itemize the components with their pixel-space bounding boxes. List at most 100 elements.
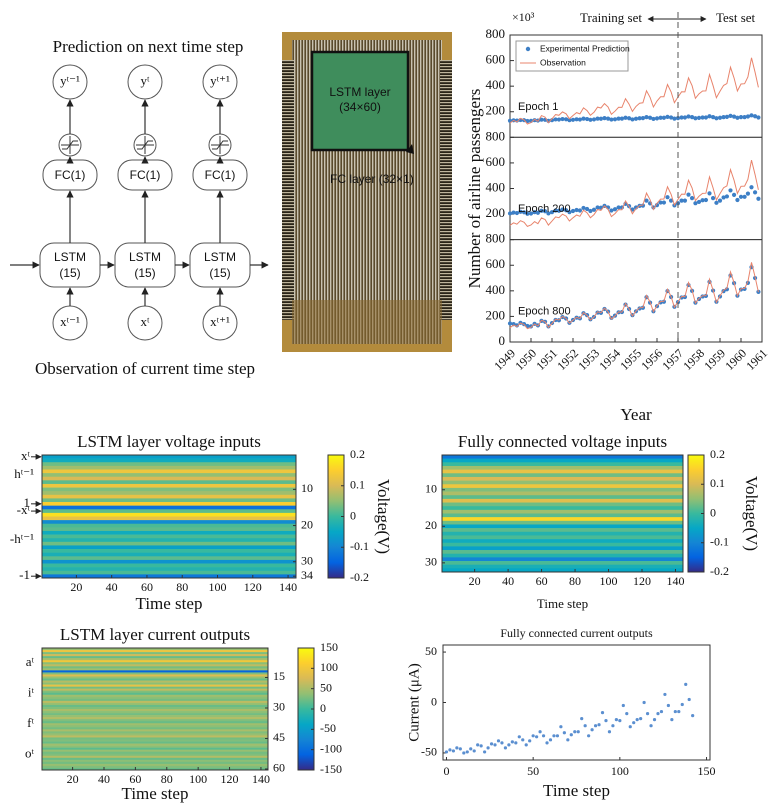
prediction-point bbox=[570, 117, 576, 122]
heatmap-row bbox=[42, 696, 268, 700]
x-tick-label: 1958 bbox=[680, 346, 707, 373]
x-tick-label: 50 bbox=[527, 764, 539, 778]
prediction-point bbox=[507, 321, 513, 326]
fc-label: FC(1) bbox=[130, 168, 161, 182]
prediction-point bbox=[539, 117, 544, 122]
heatmap-row bbox=[42, 668, 268, 671]
observation-line bbox=[509, 159, 759, 227]
prediction-point bbox=[581, 116, 586, 121]
scatter-point bbox=[611, 724, 615, 728]
scatter-point bbox=[528, 739, 532, 743]
heatmap-row bbox=[42, 709, 268, 712]
heatmap-row bbox=[42, 702, 268, 706]
prediction-point bbox=[595, 205, 600, 210]
y-tick-label: 600 bbox=[486, 52, 506, 67]
colorbar-label: Voltage(V) bbox=[742, 476, 761, 551]
lstm-size: (15) bbox=[209, 266, 230, 280]
prediction-point bbox=[556, 117, 562, 122]
heatmap-row bbox=[42, 684, 268, 687]
scatter-point bbox=[444, 750, 449, 754]
y-tick-label: 400 bbox=[486, 282, 506, 297]
heatmap-row bbox=[42, 656, 268, 659]
x-axis-label: Time step bbox=[136, 594, 203, 613]
scatter-point bbox=[448, 748, 452, 752]
prediction-point bbox=[679, 198, 684, 203]
prediction-point bbox=[630, 117, 635, 122]
heatmap-row bbox=[42, 670, 268, 673]
prediction-point bbox=[616, 116, 621, 121]
scatter-point bbox=[566, 738, 570, 742]
prediction-point bbox=[703, 115, 709, 120]
heatmap-row bbox=[42, 574, 296, 579]
input-label: xᵗ⁺¹ bbox=[210, 314, 230, 329]
heatmap-row bbox=[442, 535, 683, 540]
plot-frame bbox=[441, 454, 684, 573]
x-tick-label: 100 bbox=[209, 580, 227, 594]
prediction-point bbox=[542, 209, 548, 214]
row-label: oᵗ bbox=[25, 746, 35, 761]
heatmap-row bbox=[42, 704, 268, 708]
prediction-point bbox=[549, 118, 555, 123]
heatmap-row bbox=[42, 516, 296, 521]
heatmap-row bbox=[42, 767, 268, 771]
heatmap-row bbox=[42, 690, 268, 694]
x-tick-label: 1953 bbox=[575, 346, 602, 373]
prediction-point bbox=[528, 211, 534, 216]
x-tick-label: 40 bbox=[106, 580, 118, 594]
scatter-point bbox=[635, 718, 639, 722]
legend-marker bbox=[525, 46, 531, 52]
heatmap-row bbox=[442, 561, 683, 565]
prediction-point bbox=[560, 207, 565, 212]
x-tick-label: 1955 bbox=[617, 346, 644, 373]
x-tick-label: 1949 bbox=[491, 346, 518, 373]
heatmap-row bbox=[42, 688, 268, 691]
colorbar-tick-label: 0 bbox=[320, 701, 326, 715]
prediction-point bbox=[577, 117, 583, 122]
prediction-point bbox=[563, 208, 569, 213]
heatmap-title: LSTM layer current outputs bbox=[60, 625, 250, 644]
scatter-point bbox=[632, 721, 636, 725]
prediction-point bbox=[710, 115, 716, 120]
colorbar-tick-label: 0 bbox=[350, 508, 356, 522]
scatter-point bbox=[663, 692, 667, 697]
prediction-point bbox=[714, 200, 719, 205]
prediction-point bbox=[696, 199, 702, 205]
heatmap-row bbox=[42, 458, 296, 463]
scatter-point bbox=[489, 742, 494, 746]
y-tick-label: -50 bbox=[421, 745, 437, 759]
prediction-point bbox=[640, 203, 646, 208]
heatmap-row bbox=[42, 494, 296, 499]
prediction-point bbox=[619, 116, 625, 121]
panel-frame bbox=[509, 136, 763, 241]
heatmap-row bbox=[42, 743, 268, 746]
colorbar-label: Voltage(V) bbox=[374, 479, 393, 554]
scatter-point bbox=[555, 734, 560, 738]
heatmap-row bbox=[442, 476, 683, 481]
heatmap-row bbox=[42, 455, 296, 459]
heatmap-row bbox=[442, 506, 683, 511]
scatter-point bbox=[469, 747, 473, 751]
heatmap-row bbox=[42, 717, 268, 720]
exponent-label: ×10³ bbox=[512, 10, 535, 24]
heatmap-row bbox=[42, 512, 296, 517]
lstm-label: LSTM bbox=[204, 250, 236, 264]
heatmap-row bbox=[42, 711, 268, 714]
x-tick-label: 60 bbox=[141, 580, 153, 594]
annotation: Test set bbox=[716, 10, 756, 25]
prediction-point bbox=[672, 116, 677, 121]
prediction-point bbox=[574, 117, 579, 122]
prediction-point bbox=[595, 116, 600, 121]
heatmap-row bbox=[442, 498, 683, 503]
prediction-point bbox=[563, 117, 569, 122]
prediction-point bbox=[626, 116, 632, 121]
prediction-point bbox=[609, 117, 614, 122]
prediction-point bbox=[689, 115, 695, 120]
scatter-point bbox=[580, 717, 584, 721]
y-tick-label: 400 bbox=[486, 77, 506, 92]
prediction-point bbox=[693, 201, 698, 206]
y-tick-label: 200 bbox=[486, 307, 506, 322]
y-tick-label: 200 bbox=[486, 103, 506, 118]
scatter-point bbox=[614, 718, 618, 722]
scatter-point bbox=[687, 697, 691, 702]
x-tick-label: 1960 bbox=[722, 346, 749, 373]
